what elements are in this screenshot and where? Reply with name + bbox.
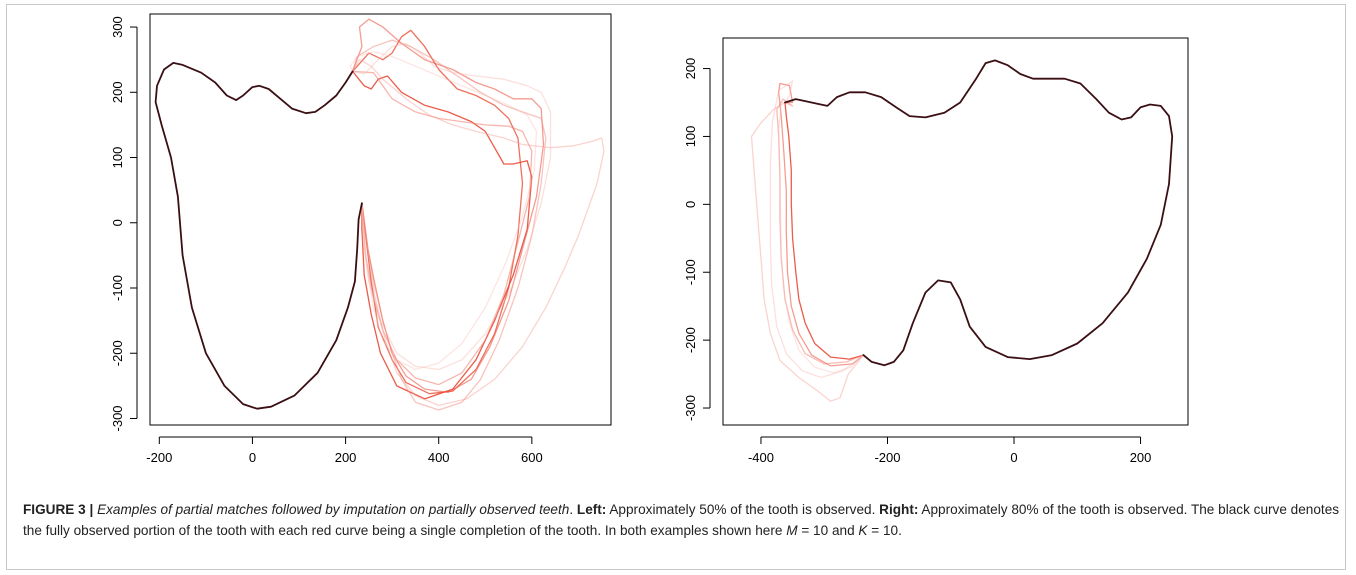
- left-y-tick-label: 200: [110, 81, 125, 103]
- left-observed-curve: [154, 62, 363, 410]
- left-y-tick-label: -100: [110, 275, 125, 301]
- right-completion-curve-1: [784, 101, 865, 360]
- caption-period: .: [569, 502, 577, 517]
- left-y-tick-label: 100: [110, 147, 125, 169]
- m-equals: = 10 and: [797, 523, 859, 538]
- left-plot: -200 0 200 400 600 -300 -200 -100 0 100 200 300: [110, 13, 612, 465]
- right-x-tick-label: 0: [1010, 450, 1017, 465]
- right-observed-curve: [784, 59, 1174, 367]
- right-plot-frame: [722, 37, 1189, 426]
- left-y-tick-label: -300: [110, 405, 125, 431]
- left-x-tick-label: 200: [335, 450, 357, 465]
- left-completion-curve-6: [351, 59, 605, 407]
- left-x-tick-label: 0: [249, 450, 256, 465]
- figure-panel: -200 0 200 400 600 -300 -200 -100 0 100 200 300 -40…: [6, 4, 1346, 570]
- left-x-tick-label: 600: [521, 450, 543, 465]
- k-equals: = 10.: [867, 523, 902, 538]
- left-x-tick-label: 400: [428, 450, 450, 465]
- right-completion-curve-6: [778, 101, 865, 374]
- left-completion-curve-5: [351, 39, 547, 411]
- right-plot: -400 -200 0 200 -300 -200 -100 0 100 200: [683, 37, 1189, 465]
- figure-title: Examples of partial matches followed by …: [97, 502, 570, 517]
- right-y-tick-label: 100: [683, 126, 698, 148]
- left-completion-curve-8: [349, 51, 538, 371]
- right-completion-curve-5: [769, 80, 865, 379]
- left-completion-curve-7: [351, 42, 552, 371]
- right-completion-curve-2: [778, 82, 865, 367]
- m-variable: M: [786, 523, 798, 538]
- left-completion-curve-1: [351, 70, 533, 400]
- right-x-tick-label: 200: [1130, 450, 1152, 465]
- right-y-tick-label: 0: [683, 201, 698, 208]
- left-x-tick-label: -200: [146, 450, 172, 465]
- right-completion-curve-3: [776, 98, 865, 365]
- left-y-tick-label: -200: [110, 340, 125, 366]
- left-description: Approximately 50% of the tooth is observ…: [606, 502, 880, 517]
- left-completion-curve-3: [351, 18, 545, 394]
- right-y-tick-label: -100: [683, 259, 698, 285]
- right-y-tick-label: -300: [683, 395, 698, 421]
- left-completion-curve-4: [351, 70, 533, 386]
- right-y-tick-label: 200: [683, 58, 698, 80]
- left-completion-curve-2: [351, 29, 524, 395]
- right-y-tick-label: -200: [683, 327, 698, 353]
- k-variable: K: [858, 523, 868, 538]
- right-x-tick-label: -200: [874, 450, 900, 465]
- left-y-tick-label: 0: [110, 219, 125, 226]
- right-x-tick-label: -400: [748, 450, 774, 465]
- left-y-tick-label: 300: [110, 16, 125, 38]
- left-label: Left:: [576, 502, 607, 517]
- left-plot-frame: [149, 13, 612, 426]
- right-completion-curve-4: [750, 101, 865, 402]
- figure-caption: FIGURE 3 | Examples of partial matches f…: [23, 499, 1343, 541]
- right-label: Right:: [879, 502, 919, 517]
- figure-label: FIGURE 3 |: [23, 502, 94, 517]
- right-description: Approximately 80% of the tooth is observ…: [23, 502, 1340, 538]
